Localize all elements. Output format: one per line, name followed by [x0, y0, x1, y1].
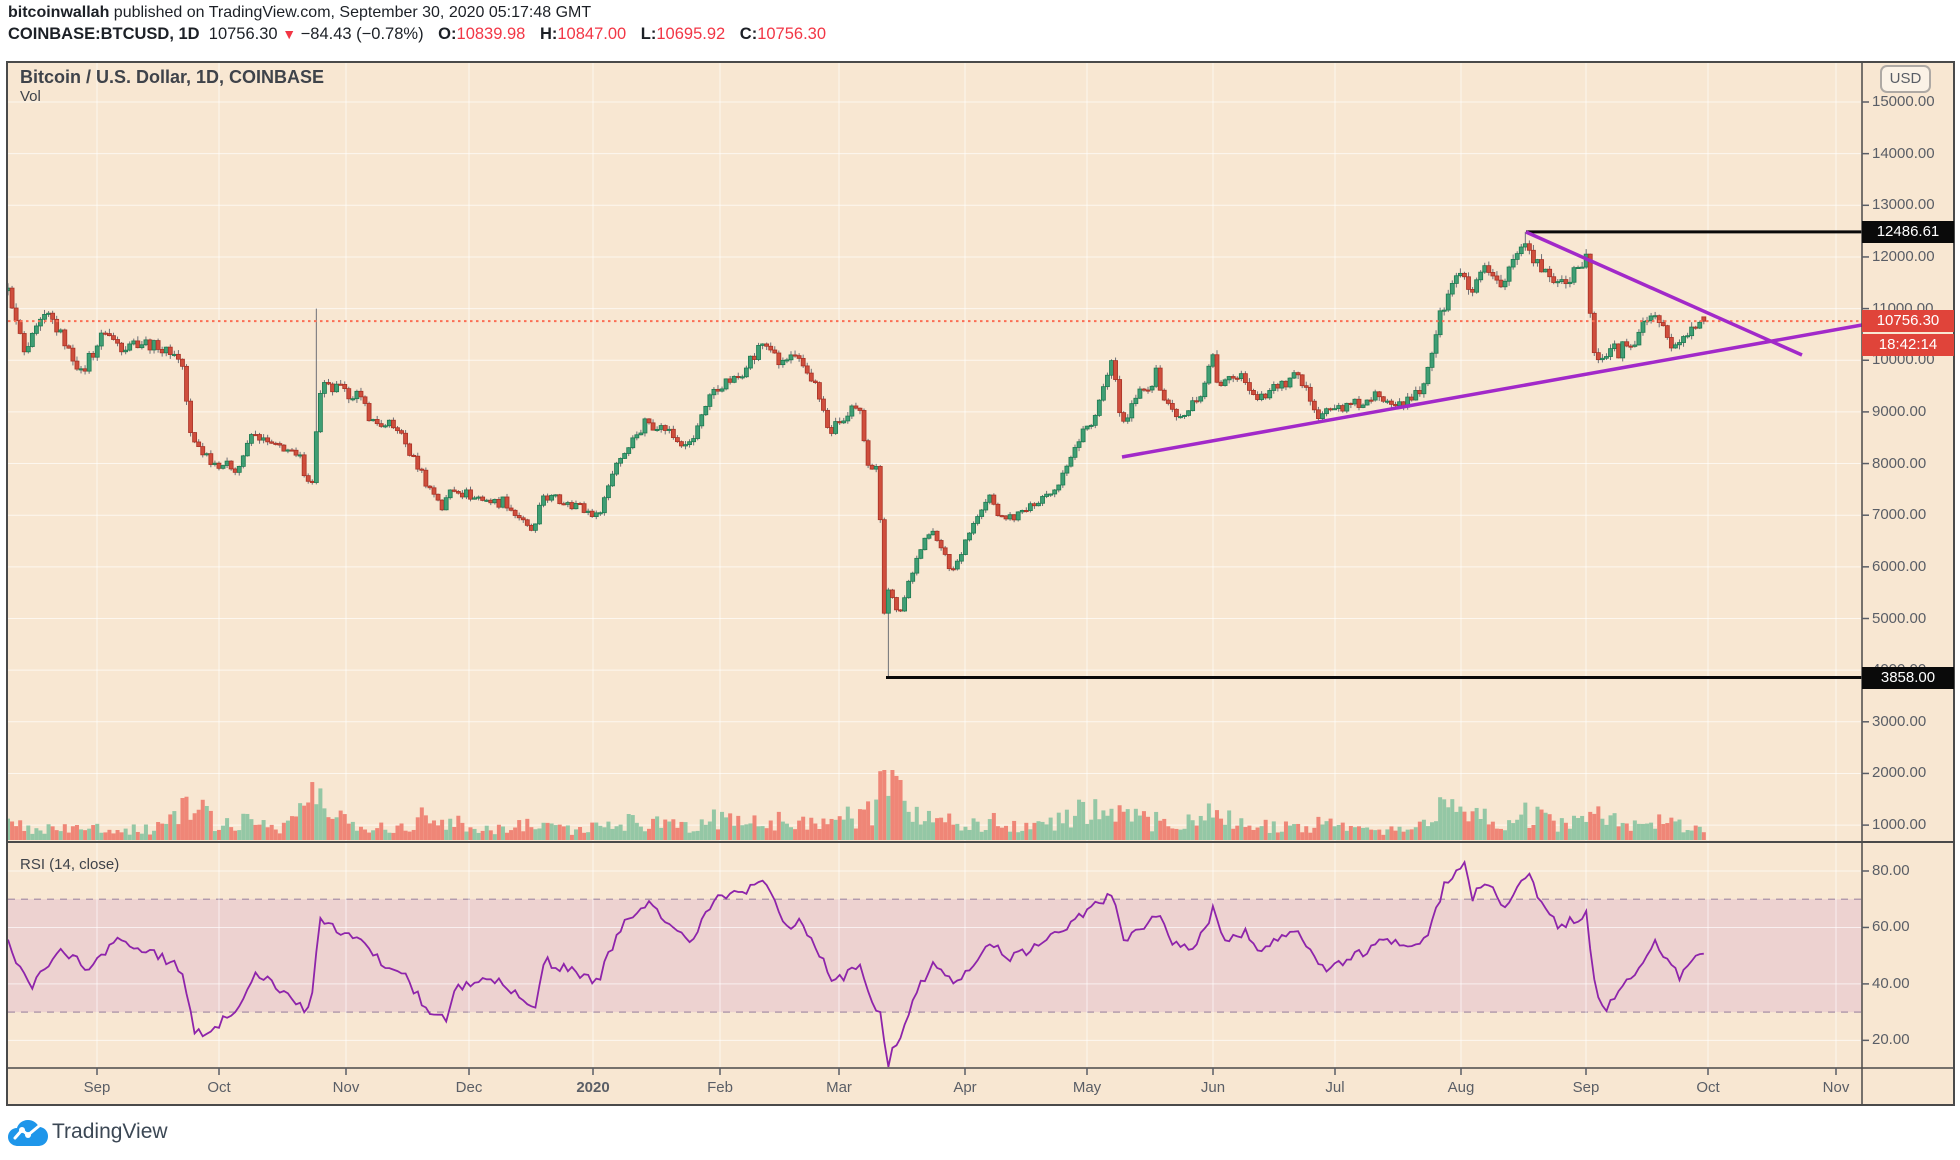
price-tick-label: 3000.00 — [1872, 712, 1927, 730]
time-tick-label: Jul — [1325, 1079, 1345, 1096]
time-tick-label: Sep — [1572, 1079, 1600, 1096]
time-tick-label: Mar — [826, 1079, 852, 1096]
ascending-trendline[interactable] — [1121, 323, 1863, 459]
gridlines — [8, 63, 1862, 1067]
low-value: 10695.92 — [656, 25, 726, 43]
chart-title: Bitcoin / U.S. Dollar, 1D, COINBASE — [20, 67, 325, 87]
close-value: 10756.30 — [757, 25, 827, 43]
tradingview-wordmark[interactable]: TradingView — [52, 1120, 168, 1143]
volume-indicator-label: Vol — [20, 88, 41, 105]
time-tick-label: Aug — [1447, 1079, 1475, 1096]
rsi-tick-label: 40.00 — [1872, 974, 1910, 992]
price-tick-label: 8000.00 — [1872, 454, 1927, 472]
time-tick-label: Dec — [455, 1079, 483, 1096]
price-tick-label: 9000.00 — [1872, 402, 1927, 420]
resistance-price-tag: 12486.61 — [1862, 221, 1954, 243]
time-tick-label: Feb — [707, 1079, 733, 1096]
volume-bars — [8, 770, 1706, 840]
price-tick-label: 12000.00 — [1872, 247, 1935, 265]
bar-countdown-tag: 18:42:14 — [1862, 334, 1954, 356]
publish-text: published on TradingView.com, September … — [113, 4, 592, 21]
symbol-label: COINBASE:BTCUSD, 1D — [8, 25, 200, 43]
drawing-overlays[interactable] — [8, 230, 1863, 679]
rsi-indicator-label: RSI (14, close) — [20, 856, 120, 873]
high-label: H: — [539, 25, 558, 43]
currency-toggle-button[interactable]: USD — [1880, 65, 1931, 93]
price-tick-label: 5000.00 — [1872, 609, 1927, 627]
last-price: 10756.30 — [208, 25, 278, 43]
rsi-tick-label: 80.00 — [1872, 862, 1910, 879]
close-label: C: — [739, 25, 758, 43]
price-change: −84.43 (−0.78%) — [300, 25, 424, 43]
open-value: 10839.98 — [456, 25, 526, 43]
rsi-line — [8, 859, 1704, 1067]
descending-trendline[interactable] — [1525, 230, 1803, 357]
time-tick-label: Sep — [83, 1079, 111, 1096]
high-value: 10847.00 — [557, 25, 627, 43]
rsi-tick-label: 20.00 — [1872, 1031, 1910, 1049]
time-tick-label: Nov — [332, 1079, 360, 1096]
price-tick-label: 14000.00 — [1872, 144, 1935, 162]
rsi-band — [8, 898, 1862, 1013]
price-tick-label: 13000.00 — [1872, 196, 1935, 214]
open-label: O: — [438, 25, 457, 43]
last-price-tag: 10756.30 — [1862, 310, 1954, 332]
time-tick-label: 2020 — [576, 1079, 610, 1096]
price-tick-label: 15000.00 — [1872, 93, 1935, 110]
time-tick-label: Apr — [953, 1079, 977, 1096]
time-tick-label: Oct — [1696, 1079, 1720, 1096]
chart-background — [7, 62, 1954, 1105]
candlestick-series — [8, 231, 1707, 678]
low-label: L: — [640, 25, 657, 43]
down-arrow-icon: ▼ — [282, 26, 297, 42]
time-tick-label: May — [1072, 1079, 1102, 1096]
price-tick-label: 2000.00 — [1872, 764, 1927, 782]
publish-info: bitcoinwallah published on TradingView.c… — [8, 4, 591, 22]
time-tick-label: Jun — [1200, 1079, 1226, 1096]
tradingview-logo-icon[interactable] — [8, 1116, 48, 1148]
rsi-tick-label: 60.00 — [1872, 918, 1910, 936]
author-name: bitcoinwallah — [8, 4, 110, 21]
price-tick-label: 7000.00 — [1872, 506, 1927, 524]
symbol-ohlc-row: COINBASE:BTCUSD, 1D 10756.30 ▼ −84.43 (−… — [8, 25, 826, 44]
price-tick-label: 1000.00 — [1872, 816, 1927, 834]
price-tick-label: 6000.00 — [1872, 557, 1927, 575]
support-price-tag: 3858.00 — [1862, 667, 1954, 689]
time-tick-label: Nov — [1822, 1079, 1850, 1096]
time-tick-label: Oct — [207, 1079, 231, 1096]
